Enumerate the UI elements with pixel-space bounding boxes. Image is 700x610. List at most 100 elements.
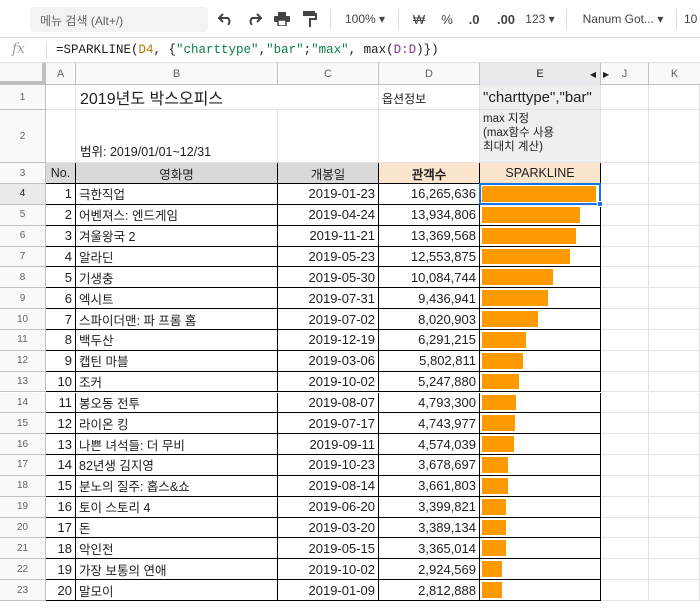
- row-header-4[interactable]: 4: [0, 184, 46, 205]
- sparkline-cell[interactable]: [480, 225, 601, 247]
- column-header-d[interactable]: D: [379, 63, 480, 85]
- print-icon[interactable]: [272, 10, 292, 28]
- cell-c1[interactable]: [278, 85, 379, 110]
- column-header-k[interactable]: K: [670, 68, 679, 80]
- cell-k21[interactable]: [649, 538, 700, 560]
- row-header-9[interactable]: 9: [0, 288, 46, 310]
- cell-j14[interactable]: [601, 392, 649, 414]
- fill-handle[interactable]: [597, 200, 603, 207]
- row-header-23[interactable]: 23: [0, 580, 46, 601]
- sparkline-cell[interactable]: [480, 580, 601, 601]
- row-header-10[interactable]: 10: [0, 309, 46, 330]
- cell-k2[interactable]: [649, 110, 700, 163]
- row-header-13[interactable]: 13: [0, 371, 46, 393]
- sparkline-cell[interactable]: [480, 517, 601, 539]
- column-header-j[interactable]: ▶ J: [601, 63, 649, 85]
- row-header-16[interactable]: 16: [0, 434, 46, 456]
- cell-j5[interactable]: [601, 204, 649, 226]
- cell-j11[interactable]: [601, 329, 649, 351]
- sparkline-cell[interactable]: [480, 288, 601, 310]
- cell-k16[interactable]: [649, 434, 700, 456]
- cell-k23[interactable]: [649, 580, 700, 601]
- menu-search-input[interactable]: 메뉴 검색 (Alt+/): [30, 7, 208, 32]
- sparkline-cell[interactable]: [480, 309, 601, 330]
- cell-j23[interactable]: [601, 580, 649, 601]
- cell-k1[interactable]: [649, 85, 700, 110]
- sparkline-cell[interactable]: [480, 475, 601, 497]
- row-header-12[interactable]: 12: [0, 350, 46, 372]
- cell-k15[interactable]: [649, 413, 700, 435]
- row-header-2[interactable]: 2: [0, 110, 46, 163]
- sparkline-cell[interactable]: [480, 246, 601, 268]
- sparkline-cell[interactable]: [480, 434, 601, 456]
- column-header-a[interactable]: A: [46, 63, 76, 85]
- row-header-5[interactable]: 5: [0, 204, 46, 226]
- cell-j19[interactable]: [601, 496, 649, 518]
- cell-j8[interactable]: [601, 267, 649, 289]
- cell-d2[interactable]: [379, 110, 480, 163]
- cell-j16[interactable]: [601, 434, 649, 456]
- cell-j17[interactable]: [601, 455, 649, 476]
- row-header-20[interactable]: 20: [0, 517, 46, 539]
- row-header-8[interactable]: 8: [0, 267, 46, 289]
- sparkline-cell[interactable]: [480, 392, 601, 414]
- cell-j20[interactable]: [601, 517, 649, 539]
- cell-k7[interactable]: [649, 246, 700, 268]
- cell-k19[interactable]: [649, 496, 700, 518]
- cell-j2[interactable]: [601, 110, 649, 163]
- currency-format-button[interactable]: ₩: [412, 11, 426, 27]
- sparkline-cell[interactable]: [480, 559, 601, 581]
- cell-k13[interactable]: [649, 371, 700, 393]
- cell-j15[interactable]: [601, 413, 649, 435]
- sparkline-cell[interactable]: [480, 413, 601, 435]
- cell-j18[interactable]: [601, 475, 649, 497]
- sparkline-cell[interactable]: [480, 267, 601, 289]
- hidden-columns-left-arrow-icon[interactable]: ◀: [589, 69, 596, 79]
- row-header-21[interactable]: 21: [0, 538, 46, 560]
- cell-k4[interactable]: [649, 184, 700, 205]
- row-header-15[interactable]: 15: [0, 413, 46, 435]
- formula-input[interactable]: =SPARKLINE(D4, {"charttype","bar";"max",…: [56, 43, 439, 57]
- cell-k3[interactable]: [649, 163, 700, 184]
- cell-a2[interactable]: [46, 110, 76, 163]
- row-header-14[interactable]: 14: [0, 392, 46, 414]
- font-size-select[interactable]: 10: [684, 12, 698, 26]
- cell-k17[interactable]: [649, 455, 700, 476]
- number-format-select[interactable]: 123 ▾: [525, 12, 555, 26]
- cell-j10[interactable]: [601, 309, 649, 330]
- percent-format-button[interactable]: %: [441, 11, 453, 27]
- cell-k5[interactable]: [649, 204, 700, 226]
- sparkline-cell[interactable]: [480, 496, 601, 518]
- cell-k18[interactable]: [649, 475, 700, 497]
- cell-k22[interactable]: [649, 559, 700, 581]
- select-all-corner[interactable]: [0, 63, 46, 85]
- cell-j7[interactable]: [601, 246, 649, 268]
- sparkline-cell[interactable]: [480, 350, 601, 372]
- row-header-1[interactable]: 1: [0, 85, 46, 110]
- redo-icon[interactable]: [244, 10, 264, 28]
- cell-k10[interactable]: [649, 309, 700, 330]
- increase-decimal-button[interactable]: .00: [496, 11, 516, 27]
- sparkline-cell[interactable]: [480, 455, 601, 476]
- cell-k20[interactable]: [649, 517, 700, 539]
- sparkline-cell[interactable]: [480, 538, 601, 560]
- cell-j9[interactable]: [601, 288, 649, 310]
- cell-k12[interactable]: [649, 350, 700, 372]
- decrease-decimal-button[interactable]: .0: [468, 11, 480, 27]
- sparkline-cell[interactable]: [480, 329, 601, 351]
- cell-j21[interactable]: [601, 538, 649, 560]
- row-header-17[interactable]: 17: [0, 455, 46, 476]
- column-header-e[interactable]: E ◀: [480, 63, 601, 85]
- row-header-7[interactable]: 7: [0, 246, 46, 268]
- cell-k6[interactable]: [649, 225, 700, 247]
- column-header-b[interactable]: B: [76, 63, 278, 85]
- cell-j3[interactable]: [601, 163, 649, 184]
- row-header-3[interactable]: 3: [0, 163, 46, 184]
- sparkline-cell[interactable]: [480, 371, 601, 393]
- cell-k8[interactable]: [649, 267, 700, 289]
- cell-k9[interactable]: [649, 288, 700, 310]
- cell-j1[interactable]: [601, 85, 649, 110]
- row-header-11[interactable]: 11: [0, 329, 46, 351]
- hidden-columns-right-arrow-icon[interactable]: ▶: [603, 69, 610, 79]
- cell-j6[interactable]: [601, 225, 649, 247]
